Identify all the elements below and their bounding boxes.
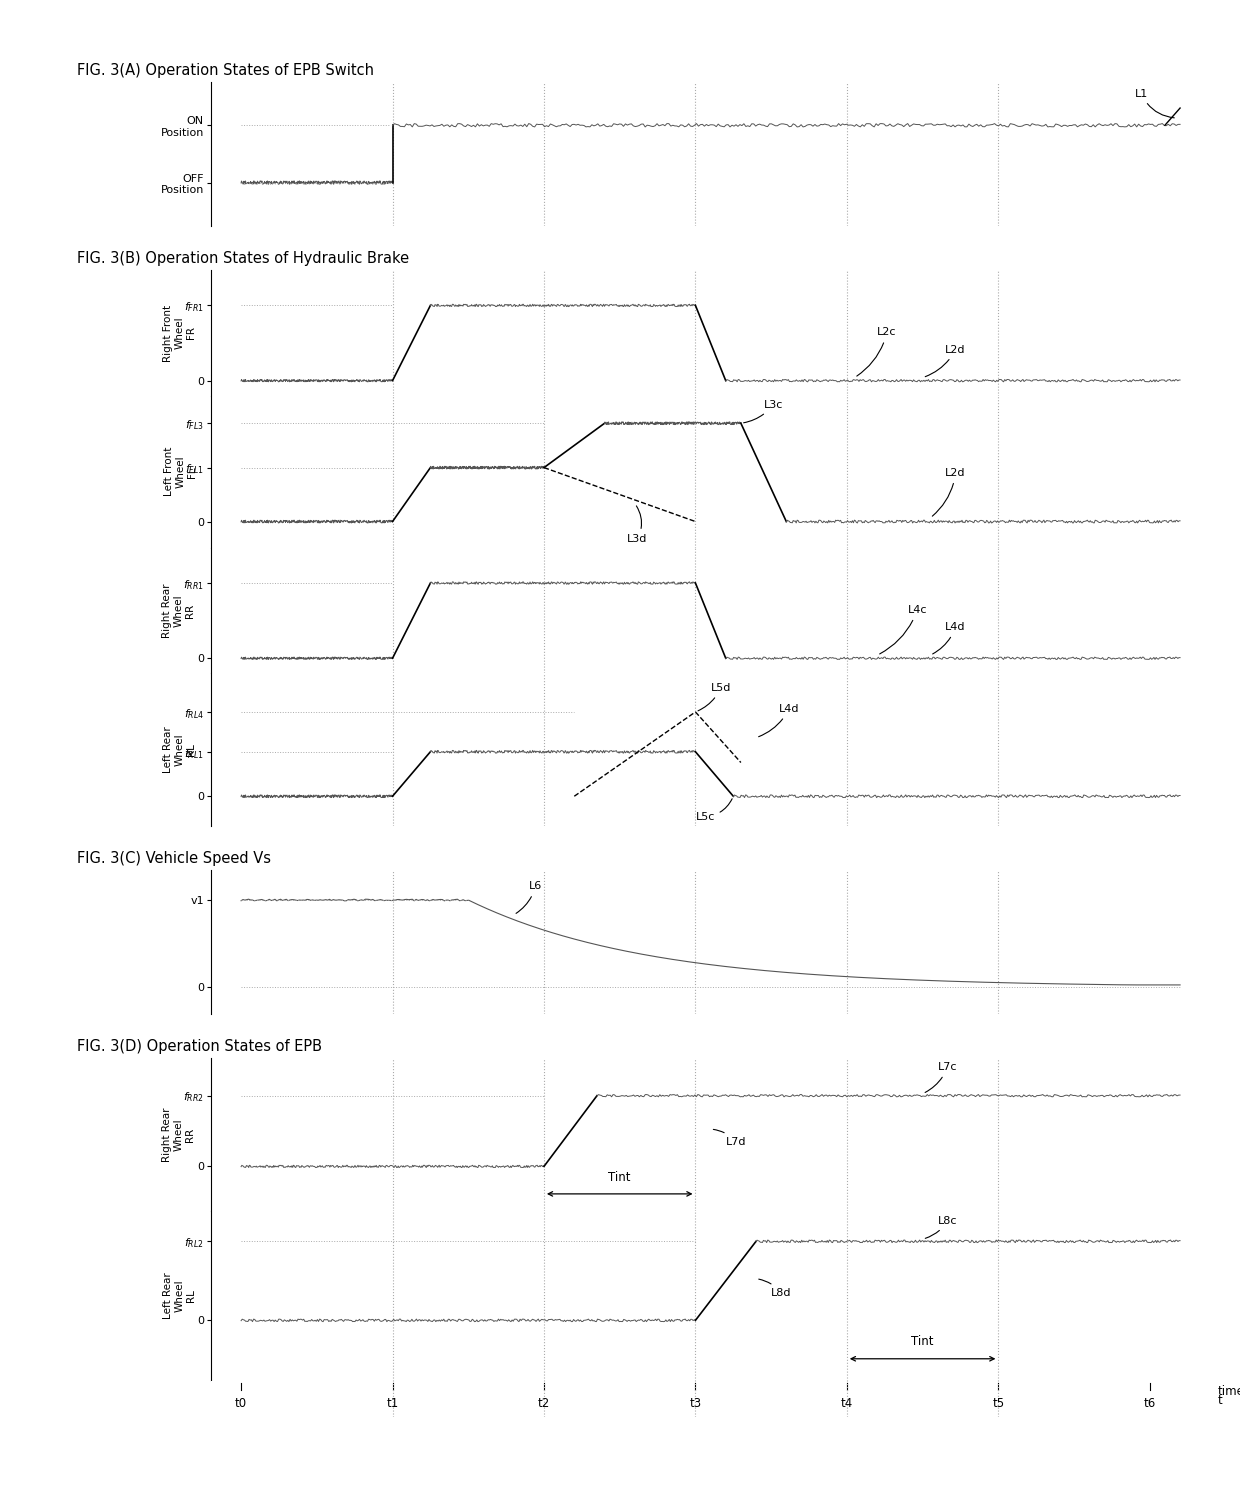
Text: L8d: L8d [759, 1279, 791, 1298]
Text: L8c: L8c [925, 1216, 957, 1238]
Text: L2c: L2c [857, 327, 897, 376]
Y-axis label: Left Rear
Wheel
RL: Left Rear Wheel RL [162, 726, 196, 773]
Text: t5: t5 [992, 1397, 1004, 1411]
Text: t3: t3 [689, 1397, 702, 1411]
Text: L3c: L3c [744, 400, 782, 423]
Text: t0: t0 [236, 1397, 247, 1411]
Text: L6: L6 [516, 881, 542, 913]
Text: time: time [1218, 1385, 1240, 1399]
Text: L2d: L2d [932, 468, 966, 516]
Text: FIG. 3(B) Operation States of Hydraulic Brake: FIG. 3(B) Operation States of Hydraulic … [77, 250, 409, 265]
Y-axis label: Right Rear
Wheel
RR: Right Rear Wheel RR [162, 1108, 196, 1162]
Y-axis label: Right Front
Wheel
FR: Right Front Wheel FR [162, 304, 196, 361]
Text: Tint: Tint [609, 1171, 631, 1184]
Text: t2: t2 [538, 1397, 551, 1411]
Text: t1: t1 [387, 1397, 399, 1411]
Text: L3d: L3d [627, 505, 647, 544]
Text: t: t [1218, 1394, 1223, 1408]
Text: Tint: Tint [911, 1334, 934, 1348]
Y-axis label: Left Rear
Wheel
RL: Left Rear Wheel RL [164, 1273, 196, 1319]
Text: L4c: L4c [879, 606, 928, 654]
Text: L5c: L5c [696, 799, 732, 821]
Text: L7c: L7c [925, 1063, 957, 1093]
Text: FIG. 3(A) Operation States of EPB Switch: FIG. 3(A) Operation States of EPB Switch [77, 63, 374, 78]
Text: FIG. 3(C) Vehicle Speed Vs: FIG. 3(C) Vehicle Speed Vs [77, 851, 270, 866]
Text: t4: t4 [841, 1397, 853, 1411]
Text: L4d: L4d [759, 705, 800, 736]
Text: L1: L1 [1135, 88, 1174, 118]
Text: t6: t6 [1143, 1397, 1156, 1411]
Y-axis label: Left Front
Wheel
FL: Left Front Wheel FL [164, 447, 197, 496]
Text: L2d: L2d [925, 345, 966, 376]
Y-axis label: Right Rear
Wheel
RR: Right Rear Wheel RR [162, 583, 196, 639]
Text: L7d: L7d [713, 1129, 746, 1147]
Text: L5d: L5d [698, 684, 730, 711]
Text: FIG. 3(D) Operation States of EPB: FIG. 3(D) Operation States of EPB [77, 1039, 322, 1054]
Text: L4d: L4d [932, 622, 966, 654]
